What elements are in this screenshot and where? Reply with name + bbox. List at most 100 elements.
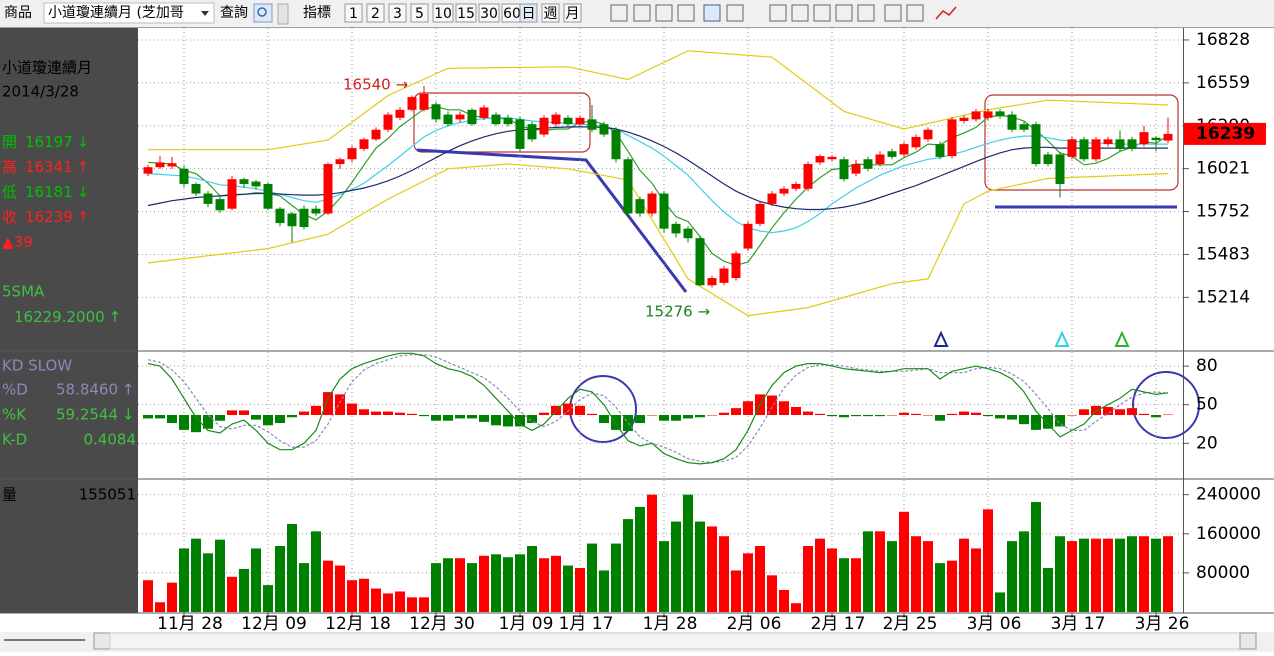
- scroll-right[interactable]: [1239, 632, 1257, 650]
- tool-icon[interactable]: [813, 4, 831, 22]
- volume-bar: [1043, 568, 1053, 612]
- candle-body: [623, 159, 633, 214]
- y-tick-label: 16828: [1196, 30, 1250, 50]
- period-button[interactable]: [344, 3, 363, 23]
- volume-bar: [587, 543, 597, 612]
- quote-row: 低 16181 ↓: [2, 183, 89, 201]
- volume-bar: [887, 541, 897, 612]
- period-button[interactable]: [478, 3, 500, 23]
- volume-bar: [191, 538, 201, 612]
- candle-body: [1067, 139, 1077, 157]
- volume-bar: [167, 582, 177, 612]
- period-button[interactable]: [388, 3, 407, 23]
- y-tick-label: 16559: [1196, 73, 1250, 93]
- kd-bar: [791, 406, 801, 415]
- candle-body: [347, 148, 357, 160]
- candle-body: [419, 93, 429, 110]
- candle-body: [215, 199, 225, 211]
- volume-bar: [911, 536, 921, 612]
- kd-bar: [875, 415, 885, 417]
- tool-icon[interactable]: [906, 4, 924, 22]
- kd-bar: [1043, 415, 1053, 429]
- kd-bar: [431, 415, 441, 421]
- period-button[interactable]: [519, 3, 538, 23]
- kd-bar: [695, 415, 705, 418]
- change-value: 39: [14, 233, 33, 251]
- tool-icon[interactable]: [935, 6, 957, 20]
- kd-bar: [731, 408, 741, 415]
- scroll-track[interactable]: [109, 632, 1241, 650]
- volume-bar: [815, 538, 825, 612]
- legend-name: %D: [2, 381, 28, 399]
- change: ▲39: [2, 233, 33, 251]
- indicator-button[interactable]: 指標: [303, 5, 331, 21]
- period-button[interactable]: [455, 3, 477, 23]
- period-button[interactable]: [563, 3, 582, 23]
- kd-bar: [935, 415, 945, 421]
- candle-body: [755, 203, 765, 224]
- kd-bar: [839, 415, 849, 418]
- kd-bar: [383, 411, 393, 415]
- tool-icon[interactable]: [857, 4, 875, 22]
- kd-bar: [911, 413, 921, 415]
- volume-bar: [875, 531, 885, 612]
- y-tick-label: 80000: [1196, 563, 1250, 583]
- search-icon[interactable]: [253, 3, 273, 23]
- candle-body: [647, 193, 657, 214]
- tool-icon[interactable]: [703, 4, 721, 22]
- scroll-left[interactable]: [93, 632, 111, 650]
- kd-bar: [587, 413, 597, 415]
- candle-body: [323, 164, 333, 214]
- tool-icon[interactable]: [655, 4, 673, 22]
- candle-body: [383, 114, 393, 130]
- volume-bar: [371, 588, 381, 612]
- quote-value: 16239: [25, 208, 73, 226]
- product-select[interactable]: [43, 2, 215, 24]
- tool-icon[interactable]: [610, 4, 628, 22]
- tool-icon[interactable]: [726, 4, 744, 22]
- legend-arrow: ↑: [109, 308, 122, 326]
- kd-bar: [635, 415, 645, 424]
- tool-icon[interactable]: [769, 4, 787, 22]
- volume-bar: [1115, 538, 1125, 612]
- search-glyph: [257, 7, 267, 17]
- volume-bar: [611, 543, 621, 612]
- kd-bar: [203, 415, 213, 429]
- period-button[interactable]: [541, 3, 560, 23]
- kd-bar: [1139, 413, 1149, 415]
- period-button[interactable]: [366, 3, 385, 23]
- period-button[interactable]: [410, 3, 429, 23]
- candle-body: [659, 193, 669, 229]
- tool-icon[interactable]: [791, 4, 809, 22]
- kd-bar: [359, 409, 369, 415]
- volume-bar: [527, 546, 537, 612]
- change-symbol: ▲: [2, 233, 14, 251]
- query-button[interactable]: 查詢: [220, 5, 248, 21]
- volume-bar: [335, 565, 345, 612]
- x-tick-label: 1月 28: [643, 614, 698, 634]
- period-button[interactable]: [432, 3, 454, 23]
- tool-icon[interactable]: [633, 4, 651, 22]
- period-label: 10: [434, 6, 452, 22]
- x-tick-label: 12月 09: [241, 614, 307, 634]
- kd-bar: [143, 415, 153, 419]
- volume-bar: [251, 548, 261, 612]
- kd-bar: [971, 412, 981, 415]
- volume-bar: [827, 548, 837, 612]
- candle-body: [167, 163, 177, 167]
- candle-body: [779, 188, 789, 194]
- candle-body: [947, 119, 957, 157]
- tool-icon[interactable]: [884, 4, 902, 22]
- volume-bar: [659, 541, 669, 612]
- tool-icon[interactable]: [677, 4, 695, 22]
- candle-body: [551, 114, 561, 125]
- candle-body: [731, 253, 741, 279]
- kd-bar: [323, 392, 333, 415]
- volume-bar: [767, 575, 777, 612]
- candle-body: [155, 162, 165, 168]
- signal-triangle: [933, 330, 949, 347]
- annotation: 15276 →: [645, 303, 710, 321]
- volume-bar: [1079, 538, 1089, 612]
- candle-body: [671, 223, 681, 234]
- tool-icon[interactable]: [835, 4, 853, 22]
